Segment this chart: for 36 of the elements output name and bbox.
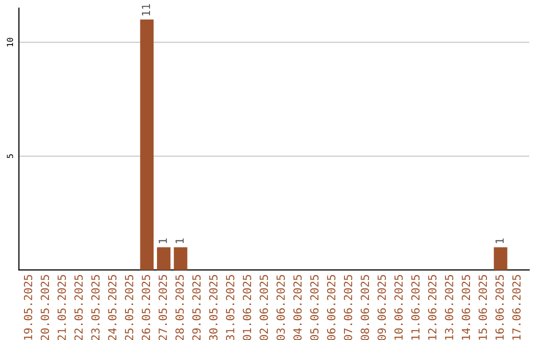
- x-tick-label: 28.05.2025: [175, 275, 184, 340]
- x-tick-label: 06.06.2025: [327, 275, 336, 340]
- data-label: 1: [176, 238, 184, 244]
- x-tick-label: 23.05.2025: [91, 275, 100, 340]
- data-label: 1: [158, 238, 167, 244]
- x-tick-label: 14.06.2025: [462, 275, 470, 340]
- x-tick-label: 03.06.2025: [276, 275, 285, 340]
- x-tick-label: 26.05.2025: [142, 275, 150, 340]
- x-tick-label: 10.06.2025: [394, 275, 403, 340]
- x-tick-label: 24.05.2025: [108, 275, 116, 340]
- y-tick-label: 5: [6, 154, 14, 158]
- x-tick-label: 04.06.2025: [293, 275, 302, 340]
- x-tick-label: 05.06.2025: [310, 275, 319, 340]
- x-tick-label: 13.06.2025: [444, 275, 454, 340]
- x-tick-label: 16.06.2025: [495, 275, 504, 340]
- y-tick-label: 10: [6, 38, 14, 46]
- x-tick-label: 22.05.2025: [74, 275, 83, 340]
- x-tick-label: 09.06.2025: [378, 275, 386, 340]
- x-tick-label: 30.05.2025: [209, 275, 218, 340]
- x-tick-label: 15.06.2025: [478, 275, 487, 340]
- x-tick-label: 12.06.2025: [428, 275, 436, 340]
- x-tick-label: 31.05.2025: [226, 275, 234, 340]
- x-tick-label: 08.06.2025: [360, 275, 370, 340]
- x-tick-label: 07.06.2025: [344, 275, 352, 340]
- x-tick-label: 01.06.2025: [242, 275, 252, 340]
- x-tick-label: 29.05.2025: [192, 275, 201, 340]
- x-tick-label: 25.05.2025: [124, 275, 134, 340]
- x-tick-label: 11.06.2025: [411, 275, 420, 340]
- x-tick-label: 21.05.2025: [58, 275, 66, 340]
- x-tick-label: 27.05.2025: [158, 275, 167, 340]
- x-tick-label: 19.05.2025: [24, 275, 32, 340]
- data-label: 11: [142, 4, 150, 16]
- x-tick-label: 17.06.2025: [512, 275, 521, 340]
- data-label: 1: [496, 238, 504, 244]
- x-tick-label: 02.06.2025: [260, 275, 268, 340]
- x-tick-label: 20.05.2025: [40, 275, 50, 340]
